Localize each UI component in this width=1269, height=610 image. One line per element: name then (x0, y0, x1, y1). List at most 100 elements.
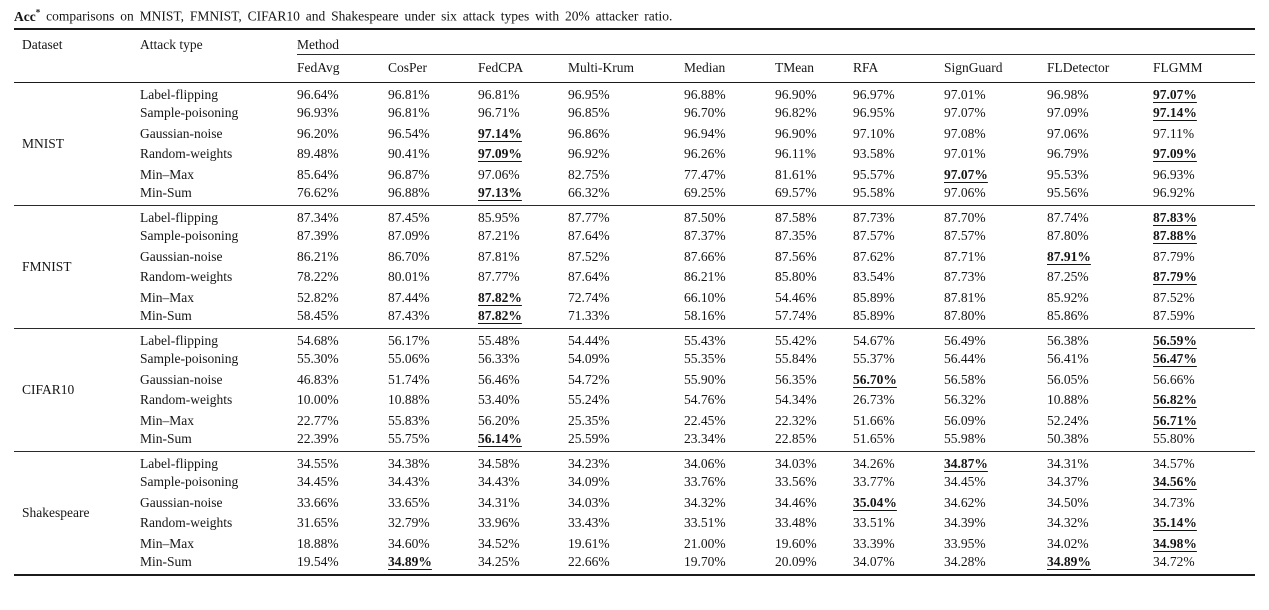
value-cell: 34.60% (388, 535, 430, 551)
table-row: Min–Max 18.88% 34.60% 34.52% 19.61% 21.00% 19.… (14, 534, 1255, 555)
value-cell: 71.33% (568, 308, 610, 323)
value-cell: 96.90% (775, 87, 817, 102)
value-cell: 56.33% (478, 351, 520, 367)
value-cell: 34.62% (944, 494, 986, 510)
value-cell: 55.24% (568, 392, 610, 408)
value-cell: 19.70% (684, 554, 726, 569)
attack-type-label: Min-Sum (140, 308, 192, 323)
value-cell: 96.95% (568, 87, 610, 102)
attack-type-label: Sample-poisoning (140, 474, 239, 490)
value-cell: 96.71% (478, 105, 520, 121)
value-cell: 34.73% (1153, 494, 1195, 510)
results-table: Dataset Attack type Method FedAvg CosPer FedC… (14, 27, 1256, 576)
value-cell: 53.40% (478, 392, 520, 408)
value-cell: 34.38% (388, 451, 478, 472)
value-cell: 34.46% (775, 494, 817, 510)
value-cell: 34.32% (1047, 515, 1089, 531)
value-cell: 87.79% (1153, 248, 1195, 264)
value-cell: 54.68% (297, 328, 388, 349)
value-cell: 87.58% (775, 205, 853, 226)
attack-type-label: Min–Max (140, 166, 194, 182)
value-cell: 85.89% (853, 308, 895, 323)
value-cell: 97.14% (478, 125, 522, 141)
value-cell: 56.66% (1153, 371, 1195, 387)
value-cell: 56.32% (944, 392, 986, 408)
value-cell: 18.88% (297, 535, 339, 551)
value-cell: 97.01% (944, 146, 986, 162)
value-cell: 87.81% (944, 289, 986, 305)
value-cell: 87.09% (388, 228, 430, 244)
value-cell: 87.64% (568, 228, 610, 244)
dataset-group-shakespeare: Shakespeare Label-flipping 34.55% 34.38% 34.… (14, 451, 1256, 575)
value-cell: 55.06% (388, 351, 430, 367)
value-cell: 97.10% (853, 125, 895, 141)
value-cell: 34.03% (775, 451, 853, 472)
value-cell: 85.80% (775, 269, 817, 285)
table-row: Random-weights 31.65% 32.79% 33.96% 33.43% 33… (14, 513, 1255, 534)
attack-type-label: Min–Max (140, 412, 194, 428)
value-cell: 55.83% (388, 412, 430, 428)
value-cell: 22.32% (775, 412, 817, 428)
value-cell: 72.74% (568, 289, 610, 305)
value-cell: 90.41% (388, 146, 430, 162)
value-cell: 34.45% (297, 474, 339, 490)
value-cell: 95.58% (853, 185, 895, 200)
value-cell: 80.01% (388, 269, 430, 285)
value-cell: 33.95% (944, 535, 986, 551)
value-cell: 87.52% (568, 248, 610, 264)
value-cell: 96.54% (388, 125, 430, 141)
table-row: Random-weights 78.22% 80.01% 87.77% 87.64% 86… (14, 267, 1255, 288)
value-cell: 34.89% (1047, 554, 1091, 569)
value-cell: 87.64% (568, 269, 610, 285)
value-cell: 34.52% (478, 535, 520, 551)
value-cell: 34.25% (478, 554, 520, 569)
value-cell: 34.32% (684, 494, 726, 510)
value-cell: 86.21% (684, 269, 726, 285)
value-cell: 87.50% (684, 205, 775, 226)
value-cell: 34.06% (684, 451, 775, 472)
value-cell: 26.73% (853, 392, 895, 408)
table-row: FMNIST Label-flipping 87.34% 87.45% 85.95% 87… (14, 205, 1256, 329)
value-cell: 87.88% (1153, 228, 1197, 244)
value-cell: 78.22% (297, 269, 339, 285)
value-cell: 96.90% (775, 125, 817, 141)
value-cell: 34.31% (1047, 451, 1153, 472)
table-row: Sample-poisoning 55.30% 55.06% 56.33% 54.09%… (14, 349, 1255, 370)
table-row: Min-Sum 19.54% 34.89% 34.25% 22.66% 19.70% 20.… (14, 554, 1255, 575)
value-cell: 56.82% (1153, 392, 1197, 408)
attack-type-label: Sample-poisoning (140, 105, 239, 121)
value-cell: 34.50% (1047, 494, 1089, 510)
attack-type-label: Gaussian-noise (140, 371, 223, 387)
value-cell: 56.38% (1047, 328, 1153, 349)
value-cell: 87.66% (684, 248, 726, 264)
value-cell: 96.88% (684, 87, 726, 102)
attack-type-label: Gaussian-noise (140, 248, 223, 264)
value-cell: 19.61% (568, 535, 610, 551)
value-cell: 22.77% (297, 412, 339, 428)
value-cell: 96.94% (684, 125, 726, 141)
value-cell: 87.39% (297, 228, 339, 244)
table-row: Sample-poisoning 87.39% 87.09% 87.21% 87.64%… (14, 226, 1255, 247)
table-row: CIFAR10 Label-flipping 54.68% 56.17% 55.48% 5… (14, 328, 1256, 452)
value-cell: 34.72% (1153, 554, 1195, 569)
value-cell: 23.34% (684, 431, 726, 446)
col-header-method-fldetector: FLDetector (1047, 54, 1153, 83)
value-cell: 56.49% (944, 328, 1047, 349)
value-cell: 96.79% (1047, 146, 1089, 162)
value-cell: 34.28% (944, 554, 986, 569)
value-cell: 87.35% (775, 228, 817, 244)
header-row-methods: FedAvg CosPer FedCPA Multi-Krum Median TMean R… (14, 54, 1256, 83)
value-cell: 97.14% (1153, 105, 1197, 121)
value-cell: 87.80% (1047, 228, 1089, 244)
dataset-label: Shakespeare (14, 451, 140, 575)
value-cell: 22.39% (297, 431, 339, 446)
attack-type-label: Sample-poisoning (140, 228, 239, 244)
value-cell: 20.09% (775, 554, 817, 569)
value-cell: 34.57% (1153, 451, 1256, 472)
value-cell: 33.51% (684, 515, 726, 531)
value-cell: 54.76% (684, 392, 726, 408)
value-cell: 87.34% (297, 205, 388, 226)
attack-type-label: Min-Sum (140, 185, 192, 200)
table-row: Random-weights 10.00% 10.88% 53.40% 55.24% 54… (14, 390, 1255, 411)
value-cell: 56.58% (944, 371, 986, 387)
